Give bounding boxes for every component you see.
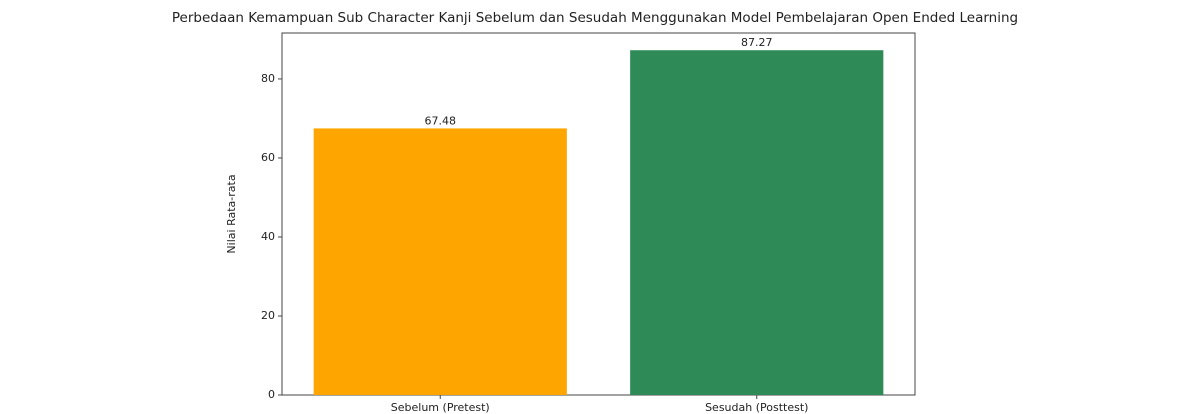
y-tick-label: 0 [268,388,275,401]
bar [313,128,567,396]
y-tick-label: 20 [261,309,275,322]
y-tick-label: 40 [261,230,275,243]
x-tick-label: Sebelum (Pretest) [391,401,490,414]
data-label: 87.27 [741,36,773,49]
y-tick-label: 80 [261,72,275,85]
chart-title: Perbedaan Kemampuan Sub Character Kanji … [172,10,1018,26]
bar [630,50,884,396]
y-tick-label: 60 [261,151,275,164]
axes-frame [281,32,916,396]
y-axis-label: Nilai Rata-rata [225,174,238,253]
x-tick-label: Sesudah (Posttest) [705,401,808,414]
data-label: 67.48 [425,114,457,127]
